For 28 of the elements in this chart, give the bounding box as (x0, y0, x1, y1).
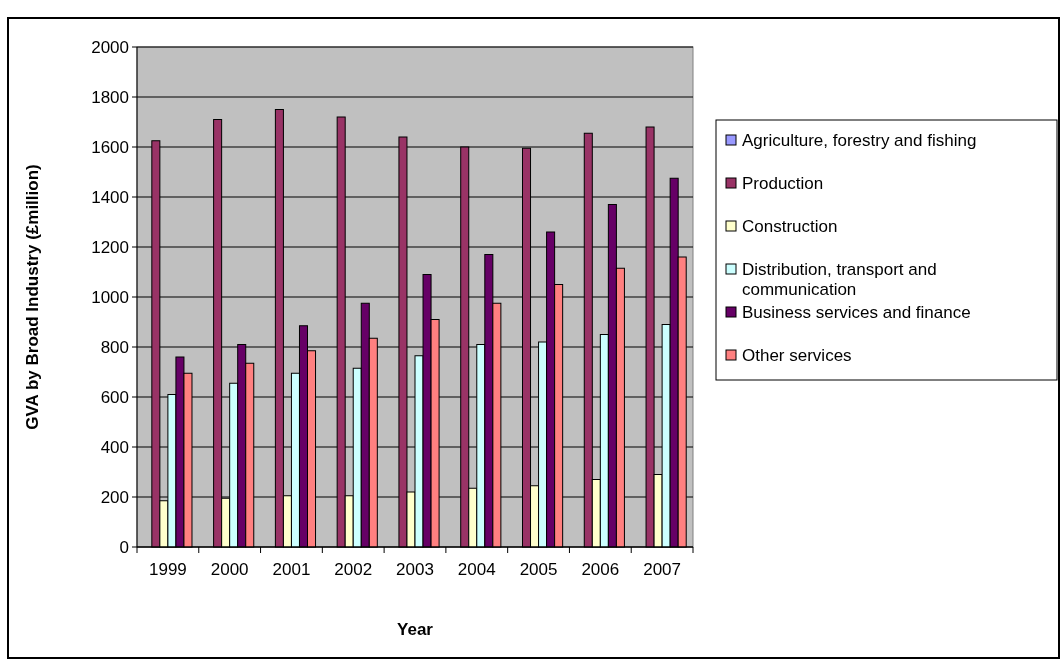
y-axis-title: GVA by Broad Industry (£million) (23, 164, 42, 430)
legend-label: Distribution, transport and communication (742, 259, 937, 299)
y-tick-label: 600 (100, 387, 129, 407)
legend-label: Production (742, 173, 824, 193)
x-tick-label: 2002 (334, 560, 373, 579)
y-tick-label: 1000 (91, 287, 129, 307)
x-tick-label: 2005 (519, 560, 558, 579)
legend-label: Construction (742, 216, 838, 236)
x-tick-label: 2006 (581, 560, 620, 579)
y-tick-label: 800 (100, 337, 129, 357)
x-tick-label: 2004 (457, 560, 496, 579)
x-tick-label: 2003 (396, 560, 434, 579)
y-tick-label: 200 (100, 487, 129, 507)
legend-label: Business services and finance (742, 302, 971, 322)
y-tick-label: 1200 (91, 237, 129, 257)
y-tick-label: 400 (100, 437, 129, 457)
x-tick-label: 2007 (643, 560, 682, 579)
y-tick-label: 1800 (91, 87, 129, 107)
x-tick-label: 1999 (148, 560, 187, 579)
x-tick-label: 2001 (272, 560, 311, 579)
x-tick-label: 2000 (210, 560, 249, 579)
legend-label: Agriculture, forestry and fishing (742, 130, 977, 150)
legend-label: Other services (742, 345, 852, 365)
y-tick-label: 2000 (91, 37, 129, 57)
y-tick-label: 1600 (91, 137, 129, 157)
y-tick-label: 1400 (91, 187, 129, 207)
y-tick-label: 0 (119, 537, 129, 557)
x-axis-title: Year (397, 620, 434, 639)
